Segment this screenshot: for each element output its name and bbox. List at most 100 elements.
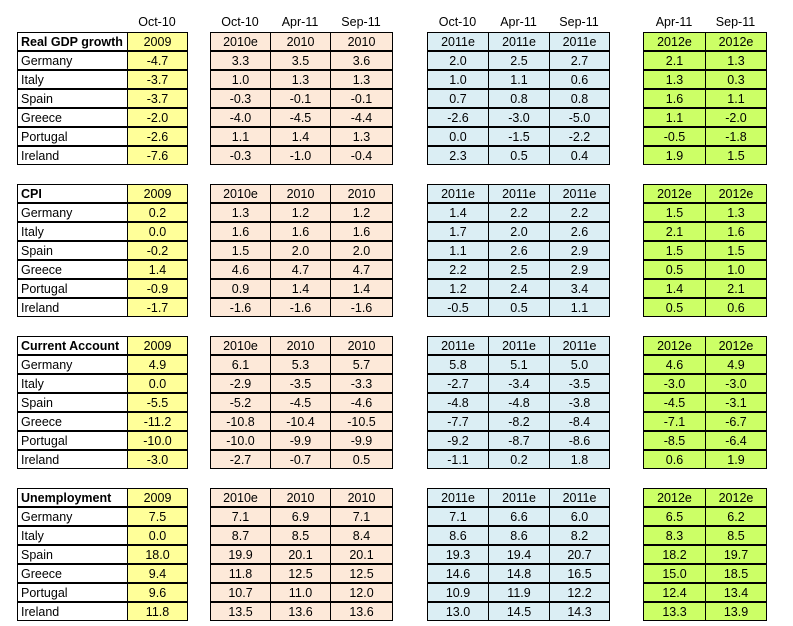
real-gdp-growth-col-head: 2011e xyxy=(427,32,489,51)
cpi-cell: -0.5 xyxy=(427,298,489,317)
unemployment-col-head: 2011e xyxy=(488,488,550,507)
cpi-cell: -1.6 xyxy=(270,298,331,317)
cpi-cell: 2.4 xyxy=(488,279,550,298)
real-gdp-growth-cell: -4.7 xyxy=(127,51,188,70)
cpi-cell: 1.1 xyxy=(427,241,489,260)
header-2010-sep: Sep-11 xyxy=(341,15,381,29)
current-account-col-head: 2010 xyxy=(330,336,393,355)
real-gdp-growth-row-label: Italy xyxy=(17,70,128,89)
real-gdp-growth-cell: 1.5 xyxy=(705,146,767,165)
cpi-cell: 3.4 xyxy=(549,279,610,298)
real-gdp-growth-cell: -2.0 xyxy=(127,108,188,127)
current-account-row-label: Ireland xyxy=(17,450,128,469)
unemployment-cell: 18.0 xyxy=(127,545,188,564)
cpi-cell: -1.6 xyxy=(330,298,393,317)
cpi-cell: 0.5 xyxy=(488,298,550,317)
real-gdp-growth-cell: -4.4 xyxy=(330,108,393,127)
current-account-cell: -3.5 xyxy=(270,374,331,393)
current-account-cell: -5.2 xyxy=(210,393,271,412)
current-account-cell: 5.0 xyxy=(549,355,610,374)
cpi-cell: 0.9 xyxy=(210,279,271,298)
real-gdp-growth-cell: 2.3 xyxy=(427,146,489,165)
unemployment-cell: 20.1 xyxy=(270,545,331,564)
real-gdp-growth-cell: -4.5 xyxy=(270,108,331,127)
current-account-cell: 1.9 xyxy=(705,450,767,469)
unemployment-cell: 7.1 xyxy=(427,507,489,526)
cpi-cell: 1.6 xyxy=(705,222,767,241)
cpi-row-label: Spain xyxy=(17,241,128,260)
unemployment-cell: 13.6 xyxy=(270,602,331,621)
cpi-cell: 2.5 xyxy=(488,260,550,279)
current-account-col-head: 2011e xyxy=(427,336,489,355)
current-account-cell: -9.9 xyxy=(330,431,393,450)
unemployment-cell: 7.5 xyxy=(127,507,188,526)
real-gdp-growth-cell: 2.7 xyxy=(549,51,610,70)
real-gdp-growth-cell: 1.0 xyxy=(427,70,489,89)
current-account-cell: 4.9 xyxy=(705,355,767,374)
unemployment-cell: 18.2 xyxy=(643,545,706,564)
real-gdp-growth-cell: 1.3 xyxy=(643,70,706,89)
unemployment-cell: 10.9 xyxy=(427,583,489,602)
unemployment-row-label: Italy xyxy=(17,526,128,545)
real-gdp-growth-col-head: 2009 xyxy=(127,32,188,51)
header-2012-sep: Sep-11 xyxy=(715,15,756,29)
cpi-col-head: 2011e xyxy=(427,184,489,203)
unemployment-cell: 6.2 xyxy=(705,507,767,526)
cpi-col-head: 2012e xyxy=(705,184,767,203)
real-gdp-growth-col-head: 2012e xyxy=(705,32,767,51)
cpi-cell: 2.6 xyxy=(549,222,610,241)
cpi-cell: 1.6 xyxy=(270,222,331,241)
unemployment-cell: 12.4 xyxy=(643,583,706,602)
real-gdp-growth-cell: -3.7 xyxy=(127,70,188,89)
unemployment-cell: 9.6 xyxy=(127,583,188,602)
cpi-cell: 4.6 xyxy=(210,260,271,279)
current-account-cell: -8.6 xyxy=(549,431,610,450)
real-gdp-growth-cell: 1.1 xyxy=(643,108,706,127)
unemployment-cell: 11.8 xyxy=(127,602,188,621)
current-account-cell: -4.8 xyxy=(488,393,550,412)
unemployment-cell: 11.8 xyxy=(210,564,271,583)
cpi-cell: 1.3 xyxy=(210,203,271,222)
unemployment-cell: 20.7 xyxy=(549,545,610,564)
unemployment-cell: 18.5 xyxy=(705,564,767,583)
unemployment-cell: 14.5 xyxy=(488,602,550,621)
unemployment-cell: 8.7 xyxy=(210,526,271,545)
current-account-col-head: 2011e xyxy=(488,336,550,355)
cpi-cell: -0.2 xyxy=(127,241,188,260)
real-gdp-growth-cell: 1.6 xyxy=(643,89,706,108)
current-account-row-label: Germany xyxy=(17,355,128,374)
unemployment-cell: 8.2 xyxy=(549,526,610,545)
real-gdp-growth-col-head: 2010e xyxy=(210,32,271,51)
cpi-cell: 2.2 xyxy=(427,260,489,279)
cpi-cell: 1.5 xyxy=(643,241,706,260)
current-account-cell: 5.8 xyxy=(427,355,489,374)
current-account-cell: -8.2 xyxy=(488,412,550,431)
real-gdp-growth-cell: -0.1 xyxy=(270,89,331,108)
cpi-col-head: 2011e xyxy=(488,184,550,203)
header-col-2009: Oct-10 xyxy=(138,15,176,29)
real-gdp-growth-col-head: 2010 xyxy=(270,32,331,51)
header-2012-apr: Apr-11 xyxy=(655,15,693,29)
unemployment-cell: 12.2 xyxy=(549,583,610,602)
current-account-cell: -6.7 xyxy=(705,412,767,431)
real-gdp-growth-cell: 0.8 xyxy=(549,89,610,108)
real-gdp-growth-cell: 0.4 xyxy=(549,146,610,165)
real-gdp-growth-row-label: Germany xyxy=(17,51,128,70)
unemployment-cell: 6.9 xyxy=(270,507,331,526)
unemployment-cell: 12.0 xyxy=(330,583,393,602)
current-account-cell: -4.6 xyxy=(330,393,393,412)
real-gdp-growth-cell: -0.1 xyxy=(330,89,393,108)
current-account-cell: -3.1 xyxy=(705,393,767,412)
cpi-cell: 1.6 xyxy=(210,222,271,241)
unemployment-cell: 0.0 xyxy=(127,526,188,545)
unemployment-row-label: Greece xyxy=(17,564,128,583)
unemployment-cell: 19.9 xyxy=(210,545,271,564)
unemployment-col-head: 2012e xyxy=(643,488,706,507)
real-gdp-growth-title: Real GDP growth xyxy=(17,32,128,51)
unemployment-cell: 14.6 xyxy=(427,564,489,583)
current-account-cell: -5.5 xyxy=(127,393,188,412)
current-account-cell: -6.4 xyxy=(705,431,767,450)
unemployment-cell: 8.4 xyxy=(330,526,393,545)
unemployment-title: Unemployment xyxy=(17,488,128,507)
header-2010-oct: Oct-10 xyxy=(221,15,259,29)
